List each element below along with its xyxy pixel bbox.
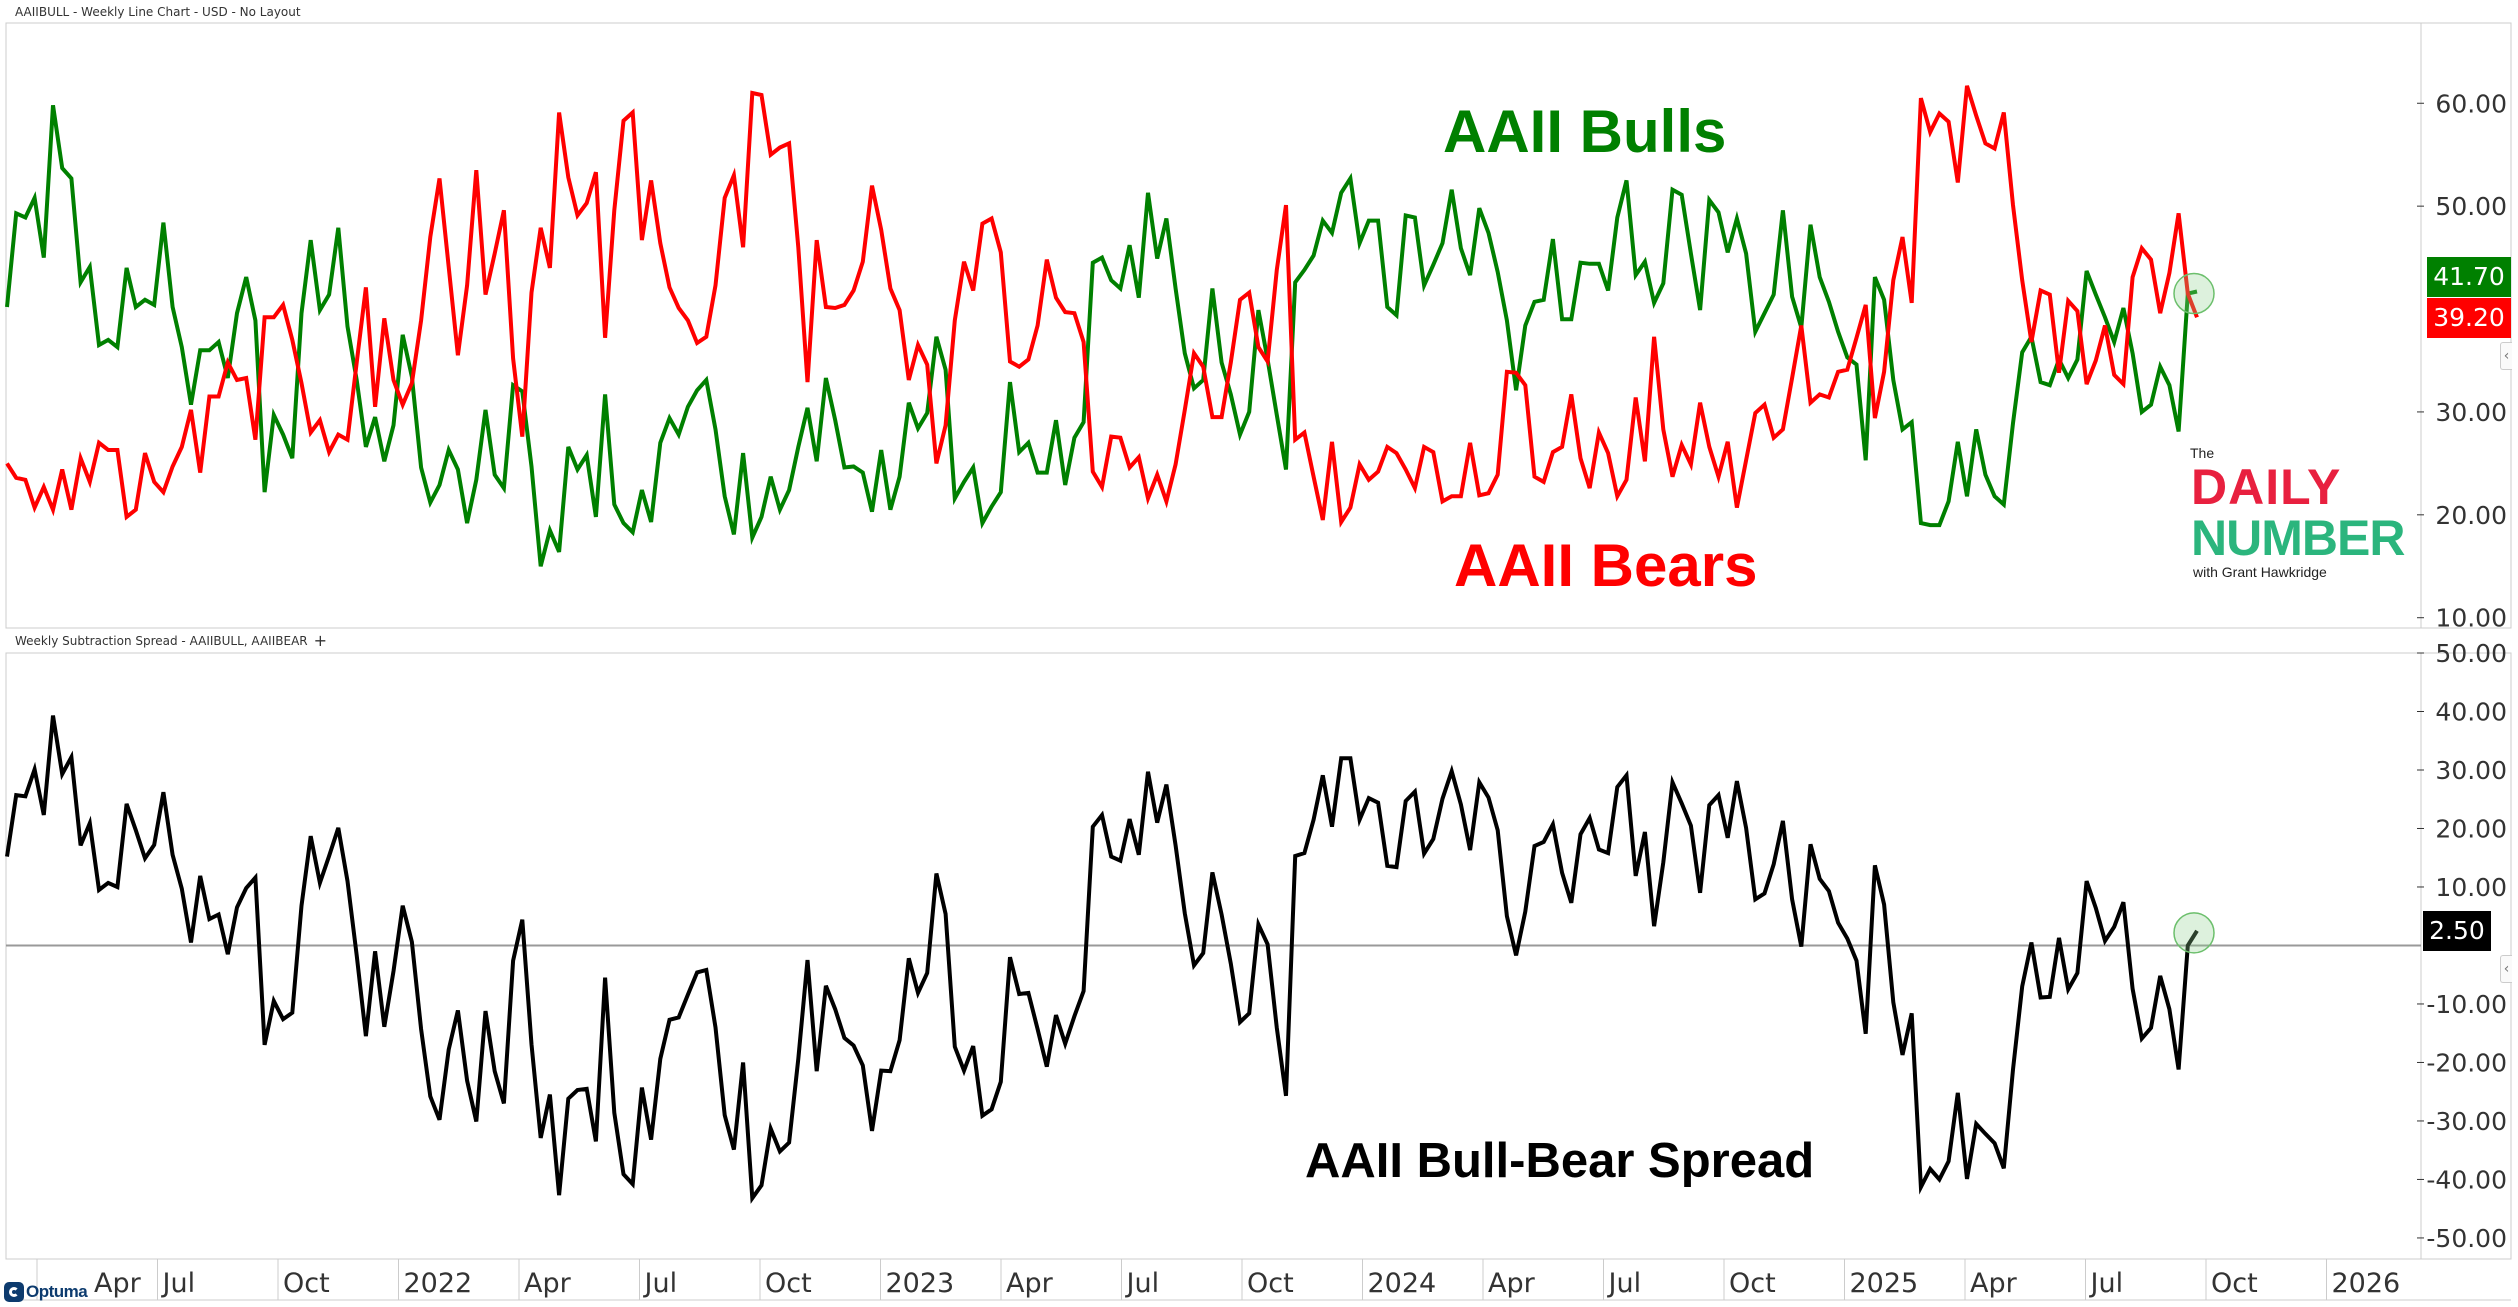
panel-frames bbox=[5, 22, 2512, 1301]
y-tick-label: -10.00 bbox=[2426, 990, 2507, 1019]
logo-number-text: NUMBER bbox=[2191, 510, 2405, 566]
y-tick-label: 50.00 bbox=[2435, 639, 2507, 668]
y-tick-label: 10.00 bbox=[2435, 604, 2507, 633]
last-point-highlight bbox=[2173, 272, 2215, 315]
x-tick-label: 2026 bbox=[2332, 1268, 2401, 1299]
top-price-panel bbox=[5, 85, 2215, 567]
aaii-bears-line bbox=[5, 85, 2199, 528]
x-tick-label: Oct bbox=[2211, 1268, 2258, 1299]
x-tick-label: Apr bbox=[94, 1268, 142, 1299]
x-tick-label: 2023 bbox=[886, 1268, 955, 1299]
bottom-chart-header: Weekly Subtraction Spread - AAIIBULL, AA… bbox=[15, 633, 327, 649]
spread-annotation: AAII Bull-Bear Spread bbox=[1305, 1134, 1815, 1188]
collapse-axis-handle-top[interactable]: ‹ bbox=[2500, 342, 2512, 370]
logo-daily-text: DAILY bbox=[2191, 459, 2342, 515]
aaii-bulls-line bbox=[5, 105, 2198, 567]
x-tick-label: Oct bbox=[1729, 1268, 1776, 1299]
y-tick-label: 20.00 bbox=[2435, 501, 2507, 530]
bulls-annotation: AAII Bulls bbox=[1443, 98, 1727, 165]
x-tick-label: Jul bbox=[161, 1268, 196, 1299]
bottom-spread-panel bbox=[5, 715, 2421, 1204]
x-tick-label: Jul bbox=[1607, 1268, 1642, 1299]
bears-annotation: AAII Bears bbox=[1454, 532, 1758, 599]
last-point-highlight bbox=[2173, 912, 2215, 954]
x-tick-label: Apr bbox=[524, 1268, 572, 1299]
x-tick-label: Oct bbox=[765, 1268, 812, 1299]
y-tick-label: 20.00 bbox=[2435, 814, 2507, 843]
collapse-axis-handle-bottom[interactable]: ‹ bbox=[2500, 955, 2512, 983]
optuma-brand-text: Optuma bbox=[26, 1282, 88, 1301]
x-tick-label: Jul bbox=[643, 1268, 678, 1299]
y-tick-label: 10.00 bbox=[2435, 873, 2507, 902]
optuma-mark-icon bbox=[4, 1282, 24, 1302]
x-tick-label: Apr bbox=[1488, 1268, 1536, 1299]
y-tick-label: 60.00 bbox=[2435, 89, 2507, 118]
x-tick-label: 2022 bbox=[404, 1268, 473, 1299]
top-chart-title: AAIIBULL - Weekly Line Chart - USD - No … bbox=[15, 5, 301, 19]
y-tick-label: -40.00 bbox=[2426, 1165, 2507, 1194]
spread-last-value-tag: 2.50 bbox=[2423, 911, 2491, 951]
x-tick-label: 2024 bbox=[1368, 1268, 1437, 1299]
panel-frame-0 bbox=[5, 22, 2512, 629]
x-tick-label: 2025 bbox=[1850, 1268, 1919, 1299]
bulls-last-value-tag: 41.70 bbox=[2427, 257, 2511, 297]
axes: 60.00 50.00 30.00 20.00 10.00 50.00 40.00 30.00… bbox=[36, 89, 2507, 1300]
x-tick-label: Jul bbox=[2089, 1268, 2124, 1299]
y-tick-label: -30.00 bbox=[2426, 1107, 2507, 1136]
y-tick-label: 30.00 bbox=[2435, 756, 2507, 785]
logo-with-text: with Grant Hawkridge bbox=[2193, 564, 2327, 580]
y-tick-label: -50.00 bbox=[2426, 1224, 2507, 1253]
bottom-chart-title: Weekly Subtraction Spread - AAIIBULL, AA… bbox=[15, 634, 308, 648]
aaii-bull-bear-spread-line bbox=[5, 715, 2199, 1204]
y-tick-label: -20.00 bbox=[2426, 1048, 2507, 1077]
y-tick-label: 50.00 bbox=[2435, 192, 2507, 221]
panel-frame-1 bbox=[5, 652, 2512, 1260]
x-tick-label: Oct bbox=[1247, 1268, 1294, 1299]
x-tick-label: Oct bbox=[283, 1268, 330, 1299]
x-tick-label: Apr bbox=[1970, 1268, 2018, 1299]
logo-the-text: The bbox=[2190, 445, 2215, 461]
add-indicator-button[interactable]: + bbox=[313, 631, 328, 650]
x-tick-label: Jul bbox=[1125, 1268, 1160, 1299]
y-tick-label: 40.00 bbox=[2435, 697, 2507, 726]
bears-last-value-tag: 39.20 bbox=[2427, 298, 2511, 338]
y-tick-label: 30.00 bbox=[2435, 398, 2507, 427]
optuma-logo: Optuma bbox=[4, 1282, 88, 1302]
x-tick-label: Apr bbox=[1006, 1268, 1054, 1299]
